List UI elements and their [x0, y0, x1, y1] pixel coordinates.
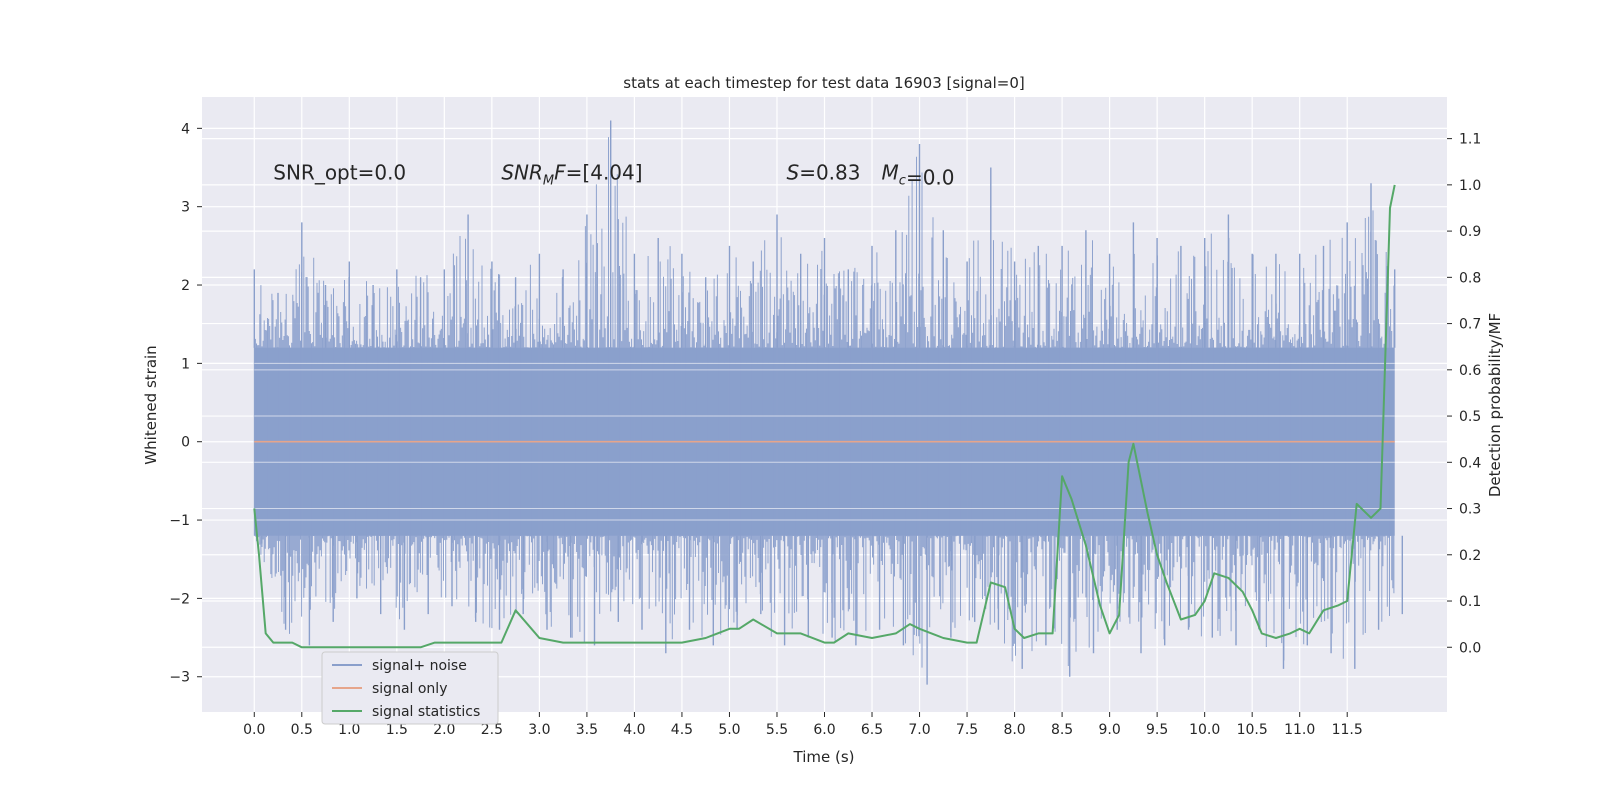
signal-statistics-line: [253, 184, 1396, 649]
x-tick-label: 0.5: [291, 722, 313, 738]
y-tick-label: 3: [181, 200, 190, 216]
y2-tick-label: 1.1: [1459, 132, 1481, 148]
y-axis-ticks: −3 −2 −1 0 1 2 3 4: [169, 121, 202, 686]
y2-tick-label: 0.7: [1459, 317, 1481, 333]
x-tick-label: 3.5: [576, 722, 598, 738]
x-tick-label: 7.0: [908, 722, 930, 738]
annotation-text: Mc=0.0: [882, 160, 955, 189]
legend-label-signal-statistics: signal statistics: [372, 704, 480, 720]
x-axis-ticks: 0.0 0.5 1.0 1.5 2.0 2.5 3.0 3.5 4.0 4.5 5.0 5.5 6.0 6…: [243, 712, 1363, 738]
x-tick-label: 1.0: [338, 722, 360, 738]
x-tick-label: 6.5: [861, 722, 883, 738]
y-tick-label: 2: [181, 278, 190, 294]
x-tick-label: 2.5: [481, 722, 503, 738]
y2-axis-ticks: 0.0 0.1 0.2 0.3 0.4 0.5 0.6 0.7 0.8 0.9 1.0 1.1: [1447, 132, 1481, 656]
y2-tick-label: 0.9: [1459, 224, 1481, 240]
y-tick-label: 1: [181, 356, 190, 372]
x-tick-label: 10.0: [1189, 722, 1220, 738]
x-tick-label: 9.5: [1146, 722, 1168, 738]
x-axis-label: Time (s): [793, 748, 855, 766]
y-tick-label: −2: [169, 591, 190, 607]
x-tick-label: 8.0: [1003, 722, 1025, 738]
x-tick-label: 3.0: [528, 722, 550, 738]
x-tick-label: 9.0: [1098, 722, 1120, 738]
y2-axis-label: Detection probability/MF: [1486, 313, 1504, 497]
annotation-text: S=0.83: [786, 160, 860, 184]
y2-tick-label: 0.3: [1459, 502, 1481, 518]
legend: signal+ noise signal only signal statist…: [321, 651, 499, 725]
x-tick-label: 2.0: [433, 722, 455, 738]
x-tick-label: 11.5: [1332, 722, 1363, 738]
x-tick-label: 5.0: [718, 722, 740, 738]
y2-tick-label: 0.2: [1459, 548, 1481, 564]
y-tick-label: −1: [169, 513, 190, 529]
x-tick-label: 1.5: [386, 722, 408, 738]
annotations: SNR_opt=0.0 SNRMF=[4.04] S=0.83 Mc=0.0: [273, 160, 954, 189]
y-axis-label: Whitened strain: [142, 345, 160, 464]
y2-tick-label: 0.5: [1459, 409, 1481, 425]
chart-title: stats at each timestep for test data 169…: [623, 74, 1024, 92]
noise-peaks: [253, 120, 1403, 685]
x-tick-label: 6.0: [813, 722, 835, 738]
annotation-text: SNRMF=[4.04]: [501, 160, 642, 188]
signal-statistics-series: [253, 184, 1396, 649]
x-tick-label: 0.0: [243, 722, 265, 738]
y-tick-label: 4: [181, 121, 190, 137]
annotation-text: SNR_opt=0.0: [273, 160, 406, 184]
y-tick-label: −3: [169, 670, 190, 686]
x-tick-label: 10.5: [1237, 722, 1268, 738]
x-tick-label: 4.0: [623, 722, 645, 738]
y2-tick-label: 0.0: [1459, 640, 1481, 656]
legend-label-signal-only: signal only: [372, 681, 447, 697]
legend-box: [321, 651, 499, 725]
y2-tick-label: 0.1: [1459, 594, 1481, 610]
x-tick-label: 8.5: [1051, 722, 1073, 738]
x-tick-label: 4.5: [671, 722, 693, 738]
y2-tick-label: 1.0: [1459, 178, 1481, 194]
y2-tick-label: 0.4: [1459, 455, 1481, 471]
y2-tick-label: 0.6: [1459, 363, 1481, 379]
legend-label-signal-noise: signal+ noise: [372, 658, 467, 674]
y2-tick-label: 0.8: [1459, 270, 1481, 286]
x-tick-label: 11.0: [1284, 722, 1315, 738]
x-tick-label: 5.5: [766, 722, 788, 738]
y-tick-label: 0: [181, 435, 190, 451]
x-tick-label: 7.5: [956, 722, 978, 738]
